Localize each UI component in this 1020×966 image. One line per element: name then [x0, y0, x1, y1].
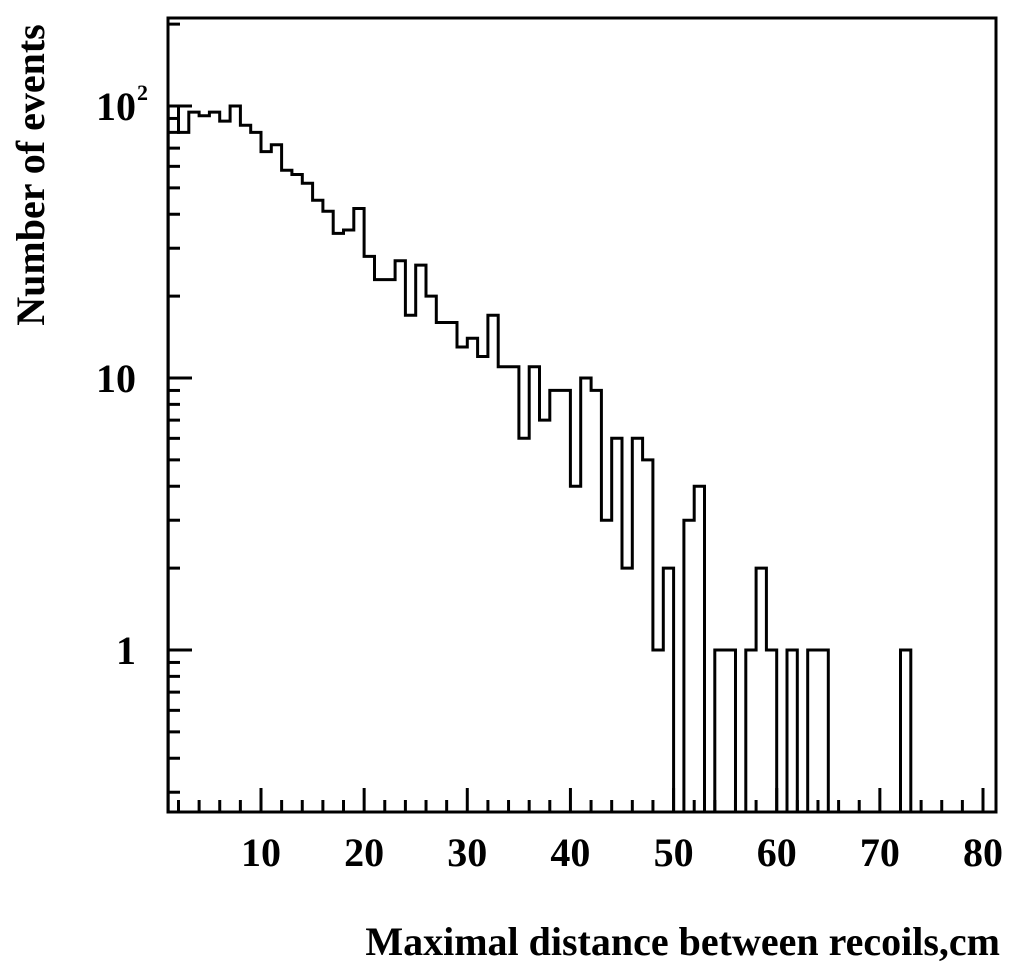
y-tick-label: 10: [96, 84, 136, 129]
x-tick-label: 70: [860, 830, 900, 875]
x-tick-label: 80: [963, 830, 1003, 875]
y-axis-title: Number of events: [8, 24, 53, 325]
y-tick-label: 1: [116, 628, 136, 673]
plot-area: [166, 104, 983, 814]
x-tick-label: 60: [757, 830, 797, 875]
plot-frame: [166, 16, 998, 814]
x-tick-label: 50: [654, 830, 694, 875]
x-tick-label: 10: [241, 830, 281, 875]
x-tick-label: 30: [447, 830, 487, 875]
y-tick-exponent: 2: [137, 80, 148, 105]
x-axis-title: Maximal distance between recoils,cm: [365, 919, 1000, 964]
x-tick-label: 40: [550, 830, 590, 875]
y-tick-label: 10: [96, 356, 136, 401]
histogram-series: [166, 104, 983, 814]
x-tick-label: 20: [344, 830, 384, 875]
